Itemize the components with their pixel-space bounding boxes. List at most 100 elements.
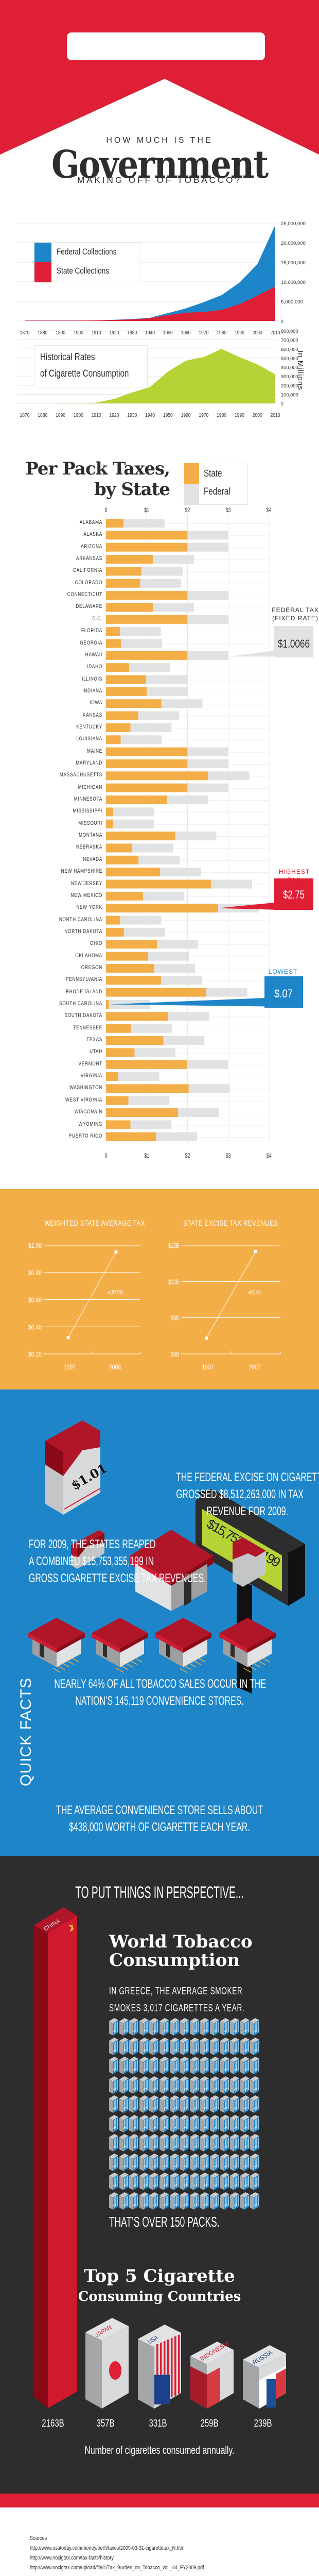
svg-text:1940: 1940 — [145, 413, 155, 418]
greek-pack-icon — [230, 2192, 240, 2210]
greek-pack-icon — [189, 2018, 199, 2036]
greek-pack-icon — [129, 2057, 139, 2074]
fact1-line3: REVENUE FOR 2009. — [206, 1504, 288, 1518]
greek-pack-icon — [180, 2057, 189, 2074]
greek-pack-icon — [189, 2057, 199, 2074]
state-label: WYOMING — [78, 1121, 102, 1127]
svg-text:$9B: $9B — [171, 1314, 179, 1322]
state-legend-label: State — [204, 468, 222, 479]
state-label: MISSOURI — [78, 820, 102, 826]
country-value: 239B — [254, 2418, 272, 2429]
state-label: GEORGIA — [80, 639, 102, 646]
greek-pack-icon — [189, 2037, 199, 2055]
svg-text:1960: 1960 — [181, 413, 191, 418]
svg-text:$1: $1 — [144, 506, 149, 514]
greek-pack-icon — [169, 2114, 179, 2132]
state-label: SOUTH CAROLINA — [59, 1001, 102, 1007]
greek-pack-icon — [220, 2114, 229, 2132]
state-label: NORTH CAROLINA — [59, 916, 102, 923]
svg-text:$2.75: $2.75 — [283, 888, 305, 901]
greek-pack-icon — [230, 2114, 240, 2132]
consumption-ylabel: In Millions — [296, 350, 305, 391]
svg-text:0: 0 — [281, 401, 283, 406]
source-link[interactable]: http://www.nocigtax.com/tax-facts/histor… — [30, 2555, 114, 2561]
greek-pack-icon — [189, 2153, 199, 2171]
svg-text:1930: 1930 — [127, 330, 137, 335]
svg-text:25,000,000: 25,000,000 — [281, 221, 306, 226]
svg-text:$2: $2 — [185, 1152, 190, 1159]
greek-pack-icon — [200, 2095, 209, 2113]
greek-pack-icon — [149, 2057, 159, 2074]
state-label: OREGON — [81, 964, 102, 971]
svg-text:1960: 1960 — [181, 330, 191, 335]
greek-pack-icon — [109, 2076, 118, 2094]
state-label: MONTANA — [79, 832, 102, 839]
svg-text:0: 0 — [105, 506, 108, 514]
greek-pack-icon — [119, 2192, 129, 2210]
greek-pack-icon — [220, 2192, 229, 2210]
fact4-line2: $438,000 WORTH OF CIGARETTE EACH YEAR. — [69, 1820, 250, 1834]
source-link[interactable]: http://www.nocigtax.com/upload/file/1/Ta… — [30, 2565, 204, 2571]
greek-pack-icon — [220, 2037, 229, 2055]
fact-federal-excise: THE FEDERAL EXCISE ON CIGARETTES GROSSED… — [176, 1469, 319, 1520]
packs-summary: THAT’S OVER 150 PACKS. — [109, 2214, 220, 2230]
fact4-line1: THE AVERAGE CONVENIENCE STORE SELLS ABOU… — [56, 1803, 263, 1817]
federal-legend-label: Federal — [204, 486, 231, 497]
state-label: MISSISSIPPI — [73, 808, 102, 815]
state-label: INDIANA — [82, 687, 102, 694]
svg-text:1990: 1990 — [235, 413, 244, 418]
greek-pack-icon — [220, 2057, 229, 2074]
state-label: MARYLAND — [76, 760, 102, 766]
svg-text:$1.00: $1.00 — [28, 1242, 42, 1249]
greek-pack-icon — [159, 2018, 169, 2036]
greek-pack-icon — [240, 2057, 250, 2074]
greek-pack-icon — [169, 2173, 179, 2190]
greek-pack-icon — [209, 2114, 219, 2132]
state-label: RHODE ISLAND — [66, 988, 102, 995]
greek-pack-icon — [169, 2018, 179, 2036]
highest-callout-label: HIGHEST TAX — [278, 868, 310, 884]
header: HOW MUCH IS THE Government MAKING OFF OF… — [0, 0, 319, 206]
greek-pack-icon — [220, 2153, 229, 2171]
country-value: 331B — [149, 2418, 167, 2429]
svg-text:1970: 1970 — [199, 330, 208, 335]
state-label: D.C. — [92, 615, 102, 622]
fact3-line2: NATION’S 145,119 CONVENIENCE STORES. — [75, 1694, 244, 1708]
svg-text:600,000: 600,000 — [281, 347, 298, 352]
greek-pack-icon — [119, 2114, 129, 2132]
greek-pack-icon — [240, 2037, 250, 2055]
greek-pack-icon — [169, 2134, 179, 2151]
state-label: NEBRASKA — [76, 844, 102, 851]
greek-pack-icon — [220, 2095, 229, 2113]
consumption-label-line1: Historical Rates — [40, 352, 95, 363]
fact-state-revenues: FOR 2009, THE STATES REAPED A COMBINED $… — [29, 1536, 206, 1587]
svg-text:800,000: 800,000 — [281, 329, 298, 334]
store-and-packs-icon — [71, 1530, 266, 1611]
greek-pack-icon — [250, 2192, 260, 2210]
greek-pack-icon — [180, 2114, 189, 2132]
svg-text:2007: 2007 — [249, 1363, 261, 1371]
per-pack-title-line2: by State — [94, 479, 170, 500]
state-label: NEW MEXICO — [70, 892, 102, 899]
greek-pack-icon — [169, 2057, 179, 2074]
svg-text:2010: 2010 — [271, 330, 280, 335]
per-pack-bar-chart: 0 0 $1 $1 $2 $2 $3 $3 $4 $4 $1.0066 $2.75 $.07 — [105, 506, 313, 1159]
greek-pack-icon — [250, 2173, 260, 2190]
world-consumption-title: World Tobacco Consumption — [109, 1933, 253, 1970]
greek-pack-icon — [149, 2192, 159, 2210]
svg-text:0: 0 — [105, 1152, 108, 1159]
state-label: NORTH DAKOTA — [64, 928, 102, 935]
greek-pack-icon — [209, 2076, 219, 2094]
greek-pack-icon — [149, 2153, 159, 2171]
source-link[interactable]: http://www.usatoday.com/money/perfi/taxe… — [30, 2545, 185, 2551]
state-label: NEVADA — [83, 856, 102, 862]
greek-pack-icon — [240, 2076, 250, 2094]
state-label: ARIZONA — [81, 543, 102, 550]
lowest-callout-label: LOWEST TAX — [268, 968, 298, 984]
state-label: IDAHO — [87, 664, 102, 670]
greek-pack-icon — [200, 2057, 209, 2074]
greek-pack-icon — [159, 2076, 169, 2094]
state-label: CONNECTICUT — [67, 591, 102, 598]
fact2-line2: A COMBINED $15,753,355,199 IN — [29, 1554, 154, 1568]
svg-text:1997: 1997 — [64, 1363, 76, 1371]
